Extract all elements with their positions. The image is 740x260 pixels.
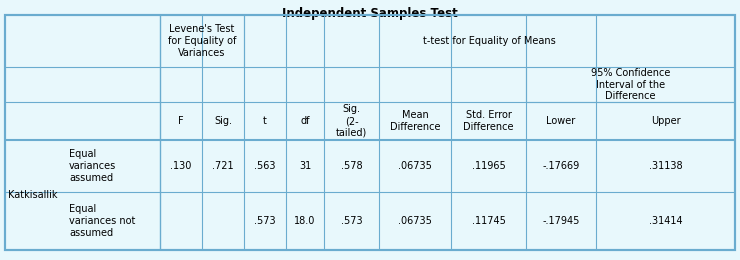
Text: .563: .563: [255, 161, 276, 171]
Text: .578: .578: [340, 161, 363, 171]
Text: Sig.: Sig.: [214, 116, 232, 126]
Text: Sig.
(2-
tailed): Sig. (2- tailed): [336, 105, 367, 138]
Text: 18.0: 18.0: [295, 216, 316, 226]
Text: Upper: Upper: [650, 116, 680, 126]
Text: t: t: [263, 116, 267, 126]
Text: .721: .721: [212, 161, 234, 171]
Text: df: df: [300, 116, 310, 126]
Text: Levene's Test
for Equality of
Variances: Levene's Test for Equality of Variances: [168, 24, 236, 58]
Text: Std. Error
Difference: Std. Error Difference: [463, 110, 514, 132]
Text: -.17945: -.17945: [542, 216, 579, 226]
Text: 31: 31: [299, 161, 311, 171]
Text: 95% Confidence
Interval of the
Difference: 95% Confidence Interval of the Differenc…: [591, 68, 670, 101]
Text: Katkisallik: Katkisallik: [8, 190, 58, 200]
Text: .130: .130: [170, 161, 192, 171]
Text: .11965: .11965: [471, 161, 505, 171]
Text: Lower: Lower: [546, 116, 576, 126]
Text: .573: .573: [254, 216, 276, 226]
Text: Mean
Difference: Mean Difference: [390, 110, 440, 132]
Text: .31138: .31138: [649, 161, 682, 171]
Text: .06735: .06735: [398, 216, 432, 226]
Text: Equal
variances
assumed: Equal variances assumed: [69, 150, 116, 183]
Text: .11745: .11745: [471, 216, 505, 226]
Text: t-test for Equality of Means: t-test for Equality of Means: [423, 36, 556, 46]
Text: Equal
variances not
assumed: Equal variances not assumed: [69, 204, 135, 238]
Text: Independent Samples Test: Independent Samples Test: [282, 7, 458, 20]
Text: -.17669: -.17669: [542, 161, 579, 171]
Text: .06735: .06735: [398, 161, 432, 171]
Text: .573: .573: [340, 216, 363, 226]
Text: .31414: .31414: [649, 216, 682, 226]
Text: F: F: [178, 116, 184, 126]
